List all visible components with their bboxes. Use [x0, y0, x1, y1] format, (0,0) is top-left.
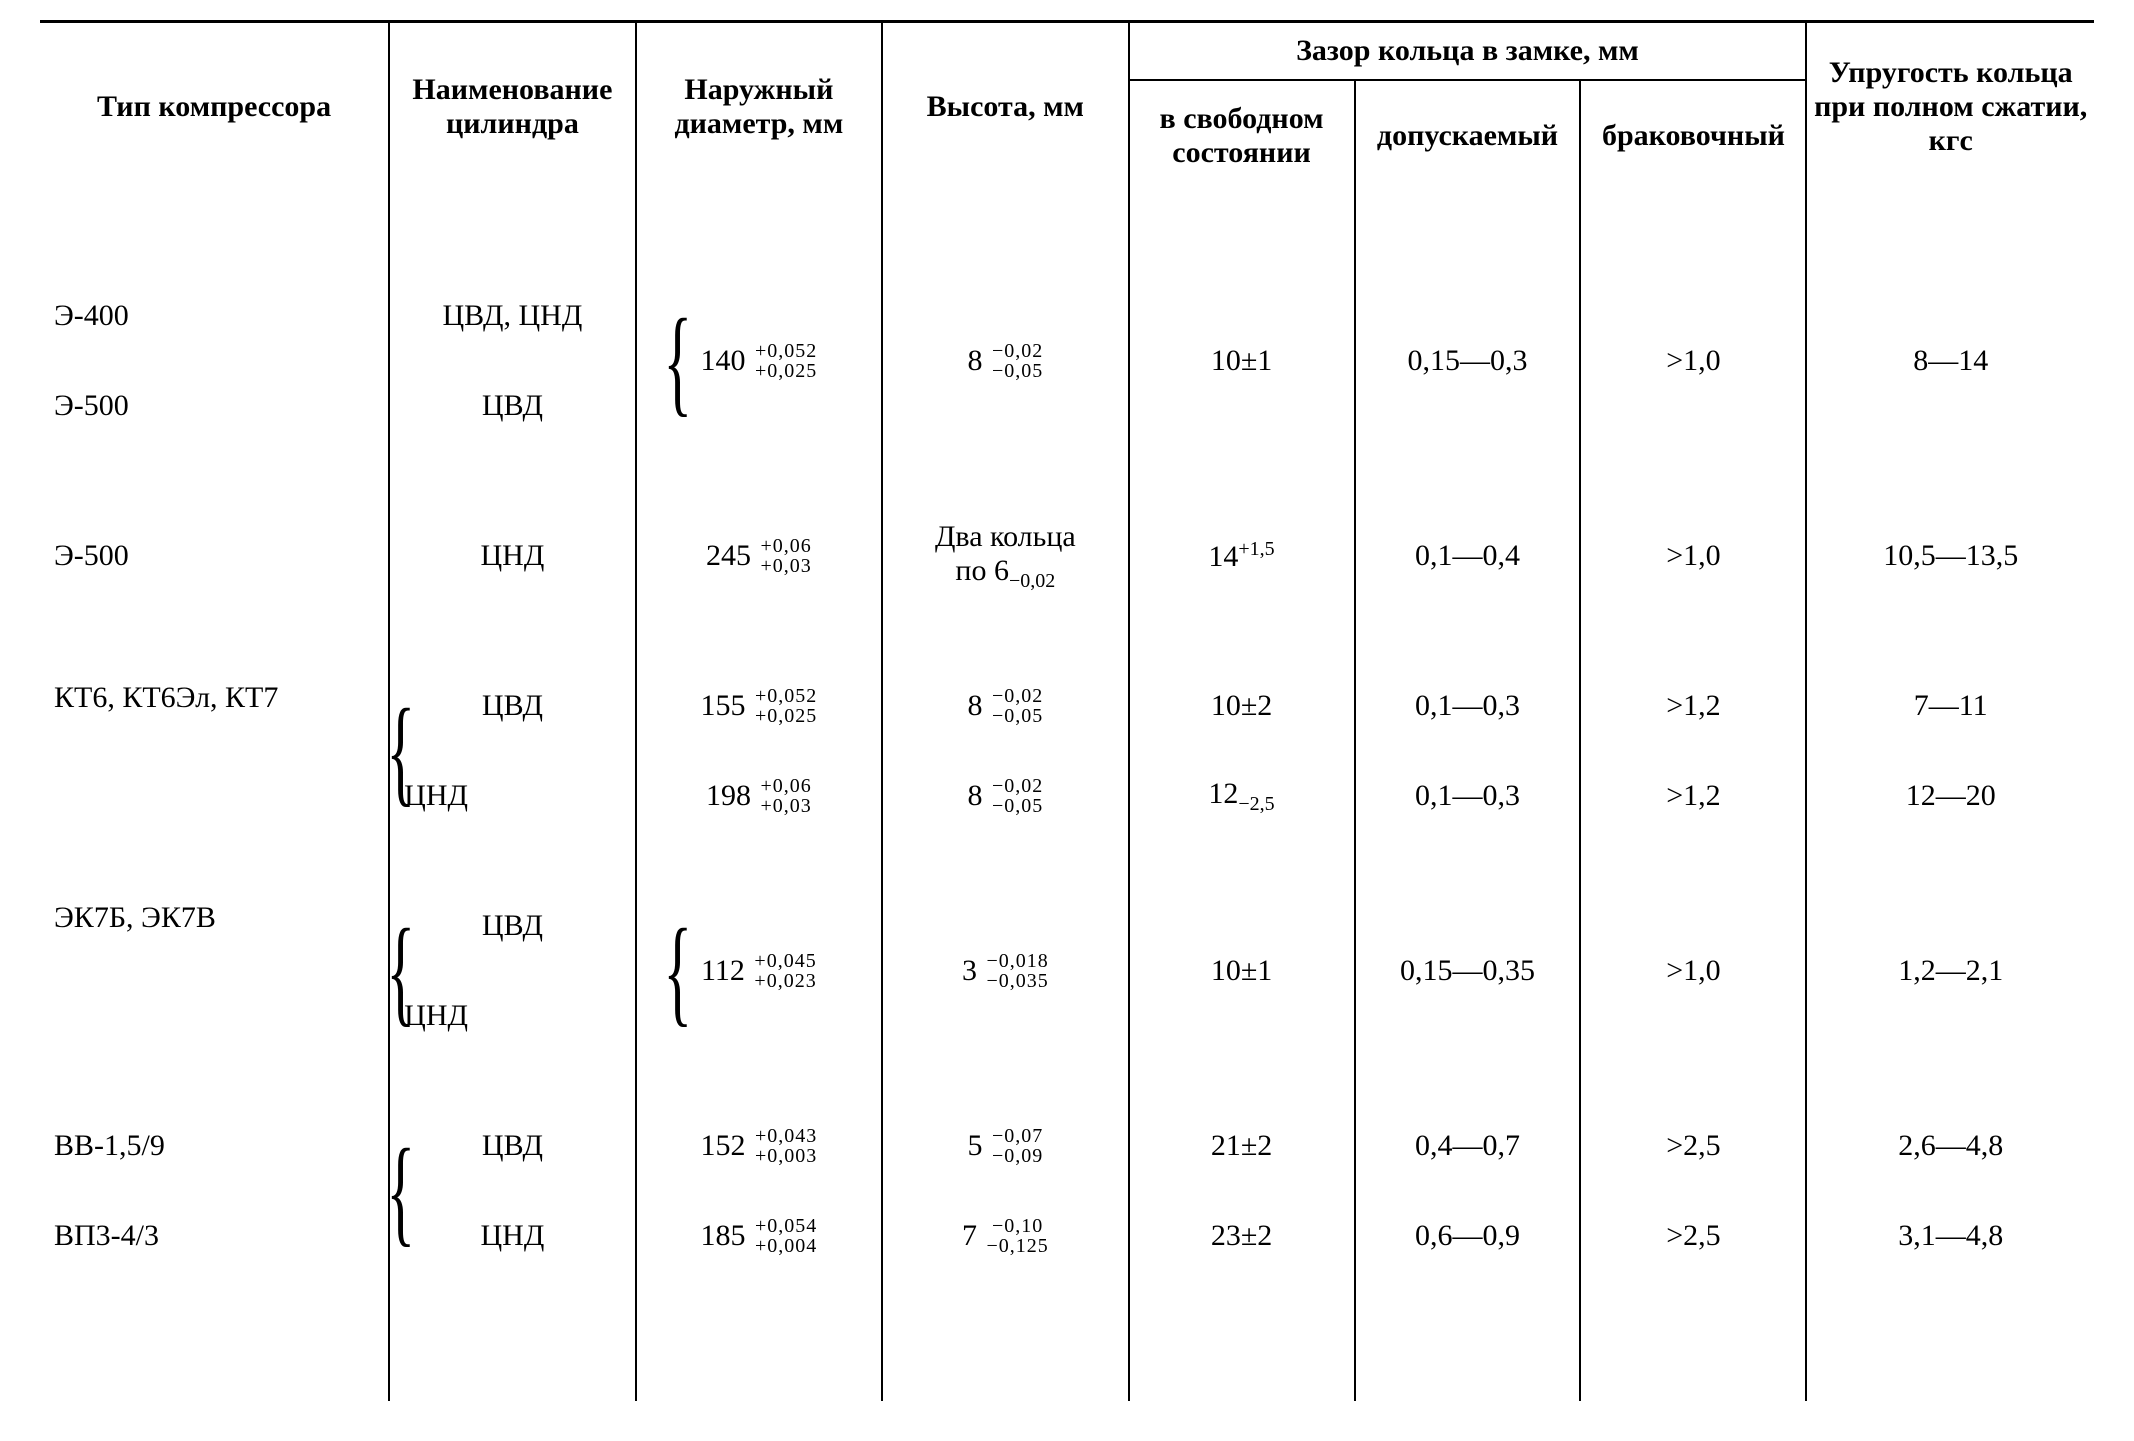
cell-gap-free: 14+1,5 [1129, 491, 1355, 621]
cell-gap-free: 23±2 [1129, 1191, 1355, 1281]
cell-gap-free: 10±1 [1129, 881, 1355, 1061]
table-row: ЭК7Б, ЭК7В { ЦВД { 112 +0,045 +0,023 3 [40, 881, 2094, 971]
cell-height: 5 −0,07 −0,09 [882, 1101, 1128, 1191]
table-row: Э-400 ЦВД, ЦНД { 140 +0,052 +0,025 8 −0,… [40, 271, 2094, 361]
col-gap-allowed: допускаемый [1355, 80, 1581, 191]
col-gap-free: в свободном состоянии [1129, 80, 1355, 191]
cell-outer-dia: 152 +0,043 +0,003 [636, 1101, 882, 1191]
cell-gap-reject: >2,5 [1580, 1191, 1806, 1281]
col-group-gap: Зазор кольца в замке, мм [1129, 22, 1807, 81]
table-row: ВВ-1,5/9 { ЦВД 152 +0,043 +0,003 5 [40, 1101, 2094, 1191]
cell-cylinder: ЦНД [389, 751, 635, 841]
col-compressor: Тип компрессора [40, 22, 389, 192]
cell-compressor: Э-500 [40, 361, 389, 451]
col-gap-reject: браковочный [1580, 80, 1806, 191]
cell-gap-allowed: 0,1—0,3 [1355, 661, 1581, 751]
cell-stiffness: 8—14 [1806, 271, 2094, 451]
cell-outer-dia: { 112 +0,045 +0,023 [636, 881, 882, 1061]
col-height: Высота, мм [882, 22, 1128, 192]
cell-cylinder: { ЦВД [389, 661, 635, 751]
cell-stiffness: 1,2—2,1 [1806, 881, 2094, 1061]
cell-cylinder: { ЦВД [389, 1101, 635, 1191]
page: Тип компрессора Наименование цилиндра На… [0, 0, 2134, 1441]
cell-gap-reject: >1,2 [1580, 751, 1806, 841]
cell-gap-allowed: 0,1—0,3 [1355, 751, 1581, 841]
cell-outer-dia: 155 +0,052 +0,025 [636, 661, 882, 751]
cell-gap-reject: >1,2 [1580, 661, 1806, 751]
cell-cylinder: ЦНД [389, 491, 635, 621]
cell-height: 8 −0,02 −0,05 [882, 661, 1128, 751]
compressor-ring-table: Тип компрессора Наименование цилиндра На… [40, 20, 2094, 1401]
cell-gap-reject: >1,0 [1580, 491, 1806, 621]
table-body: Э-400 ЦВД, ЦНД { 140 +0,052 +0,025 8 −0,… [40, 191, 2094, 1401]
cell-cylinder: ЦНД [389, 1191, 635, 1281]
cell-cylinder: ЦВД [389, 361, 635, 451]
cell-cylinder: ЦНД [389, 971, 635, 1061]
cell-outer-dia: { 140 +0,052 +0,025 [636, 271, 882, 451]
cell-gap-allowed: 0,4—0,7 [1355, 1101, 1581, 1191]
cell-height: 3 −0,018 −0,035 [882, 881, 1128, 1061]
cell-gap-free: 10±1 [1129, 271, 1355, 451]
cell-stiffness: 3,1—4,8 [1806, 1191, 2094, 1281]
table-row: Э-500 ЦНД 245 +0,06 +0,03 Два кольца по … [40, 491, 2094, 621]
cell-gap-free: 12−2,5 [1129, 751, 1355, 841]
cell-gap-allowed: 0,15—0,35 [1355, 881, 1581, 1061]
cell-stiffness: 12—20 [1806, 751, 2094, 841]
table-row: КТ6, КТ6Эл, КТ7 { ЦВД 155 +0,052 +0,025 … [40, 661, 2094, 751]
cell-compressor: ЭК7Б, ЭК7В [40, 881, 389, 1061]
table-row: ВП3-4/3 ЦНД 185 +0,054 +0,004 7 −0,10 −0… [40, 1191, 2094, 1281]
cell-outer-dia: 198 +0,06 +0,03 [636, 751, 882, 841]
cell-gap-free: 10±2 [1129, 661, 1355, 751]
cell-height: 7 −0,10 −0,125 [882, 1191, 1128, 1281]
cell-gap-allowed: 0,1—0,4 [1355, 491, 1581, 621]
cell-compressor: Э-400 [40, 271, 389, 361]
cell-compressor: ВП3-4/3 [40, 1191, 389, 1281]
col-cylinder: Наименование цилиндра [389, 22, 635, 192]
cell-height: 8 −0,02 −0,05 [882, 271, 1128, 451]
col-outer-dia: Наружный диаметр, мм [636, 22, 882, 192]
cell-gap-reject: >2,5 [1580, 1101, 1806, 1191]
cell-cylinder: { ЦВД [389, 881, 635, 971]
cell-height: 8 −0,02 −0,05 [882, 751, 1128, 841]
cell-stiffness: 2,6—4,8 [1806, 1101, 2094, 1191]
cell-stiffness: 10,5—13,5 [1806, 491, 2094, 621]
cell-gap-reject: >1,0 [1580, 271, 1806, 451]
cell-cylinder: ЦВД, ЦНД [389, 271, 635, 361]
cell-outer-dia: 245 +0,06 +0,03 [636, 491, 882, 621]
cell-height: Два кольца по 6−0,02 [882, 491, 1128, 621]
cell-gap-allowed: 0,6—0,9 [1355, 1191, 1581, 1281]
cell-compressor: КТ6, КТ6Эл, КТ7 [40, 661, 389, 841]
cell-compressor: ВВ-1,5/9 [40, 1101, 389, 1191]
table-header: Тип компрессора Наименование цилиндра На… [40, 22, 2094, 192]
cell-gap-reject: >1,0 [1580, 881, 1806, 1061]
cell-gap-allowed: 0,15—0,3 [1355, 271, 1581, 451]
cell-gap-free: 21±2 [1129, 1101, 1355, 1191]
col-stiffness: Упругость кольца при полном сжатии, кгс [1806, 22, 2094, 192]
cell-outer-dia: 185 +0,054 +0,004 [636, 1191, 882, 1281]
cell-compressor: Э-500 [40, 491, 389, 621]
cell-stiffness: 7—11 [1806, 661, 2094, 751]
